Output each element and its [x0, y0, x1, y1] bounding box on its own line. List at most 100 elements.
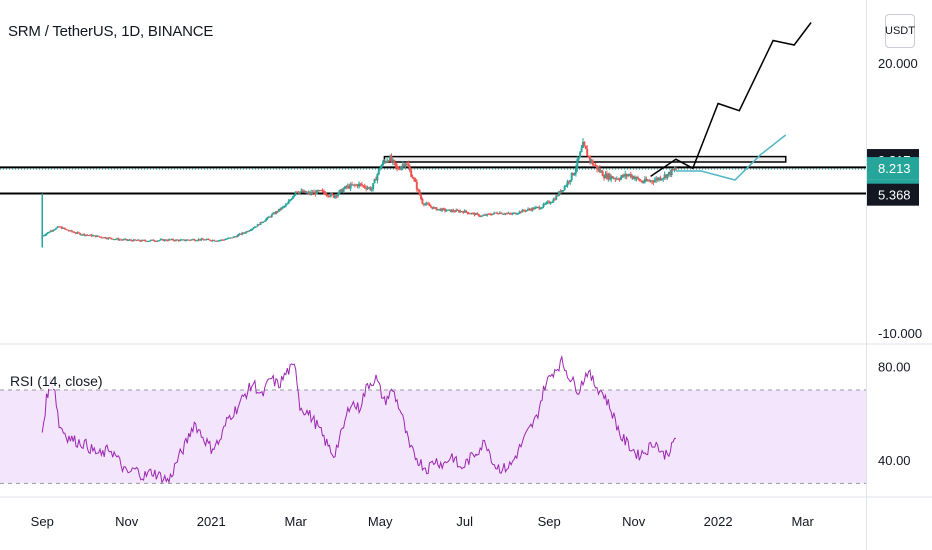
candle	[643, 178, 646, 183]
candle	[648, 180, 651, 182]
candle	[414, 178, 417, 182]
candle	[496, 212, 499, 214]
candle	[310, 192, 313, 194]
candle	[474, 213, 477, 216]
candle	[510, 213, 513, 215]
candle	[351, 184, 354, 186]
candle	[146, 241, 149, 243]
candle	[560, 190, 563, 193]
candle	[415, 181, 418, 190]
candle	[435, 207, 438, 211]
candle	[391, 160, 394, 162]
candle	[284, 204, 287, 207]
candle	[584, 145, 587, 150]
candle	[313, 191, 316, 194]
candle	[483, 214, 486, 216]
rsi-line	[41, 354, 676, 485]
candle	[632, 176, 635, 179]
candle	[194, 240, 197, 242]
candle	[520, 211, 523, 213]
candle	[153, 240, 156, 242]
candle	[481, 215, 484, 217]
candle	[489, 213, 492, 215]
candle	[612, 178, 615, 180]
candle	[469, 213, 472, 215]
chart-title: SRM / TetherUS, 1D, BINANCE	[8, 23, 214, 40]
candle	[553, 199, 556, 201]
candle	[527, 208, 530, 211]
candle	[501, 213, 504, 215]
candle	[117, 238, 120, 241]
candle	[336, 193, 339, 197]
candle	[642, 182, 645, 184]
price-pane[interactable]	[0, 22, 866, 248]
rsi-pane[interactable]	[0, 354, 866, 485]
candle	[149, 240, 152, 242]
candle	[397, 168, 400, 170]
candle	[458, 210, 461, 213]
candle	[259, 222, 262, 225]
candle	[318, 190, 321, 192]
rsi-indicator-label[interactable]: RSI (14, close)	[8, 373, 105, 389]
candle	[598, 168, 601, 172]
candle	[503, 213, 506, 215]
candle	[156, 240, 159, 242]
candle	[118, 239, 121, 241]
candle	[262, 221, 265, 223]
candle	[587, 155, 590, 157]
candle	[658, 177, 661, 181]
candle	[355, 184, 358, 186]
candle	[198, 239, 201, 241]
usdt-button[interactable]: USDT	[885, 14, 915, 48]
candle	[114, 239, 117, 241]
candle	[667, 171, 670, 175]
candle	[51, 230, 54, 232]
candle	[401, 164, 404, 167]
candle	[608, 173, 611, 180]
candle	[186, 239, 189, 241]
candle	[190, 239, 193, 241]
candle	[386, 160, 389, 163]
candle	[601, 171, 604, 177]
candle	[586, 149, 589, 156]
candle	[639, 180, 642, 182]
candle	[631, 176, 634, 178]
candle	[498, 212, 501, 214]
candle	[382, 161, 385, 166]
candle	[207, 239, 210, 241]
candle	[535, 207, 538, 209]
candle	[512, 212, 515, 214]
rsi-tick-label: 40.00	[878, 453, 911, 468]
candle	[500, 212, 503, 214]
time-tick-label: Sep	[31, 514, 54, 529]
candle	[466, 211, 469, 214]
candle	[111, 238, 114, 240]
candle	[531, 207, 534, 211]
candle	[670, 169, 673, 176]
candle	[669, 171, 672, 176]
candle	[191, 239, 194, 241]
price-tick-label: -10.000	[878, 326, 922, 341]
candle	[436, 209, 439, 211]
candle	[225, 238, 228, 240]
candle	[641, 180, 644, 183]
candle	[487, 213, 490, 215]
candle	[618, 179, 621, 181]
candle	[200, 238, 203, 241]
candle	[387, 160, 390, 162]
candle	[177, 239, 180, 241]
candle	[628, 173, 631, 176]
candle	[459, 211, 462, 213]
candle	[635, 177, 638, 179]
candle	[607, 173, 610, 179]
candle	[103, 237, 106, 239]
candle	[659, 177, 662, 180]
candle	[438, 208, 441, 210]
candle	[439, 208, 442, 211]
candle	[441, 208, 444, 211]
candle	[132, 239, 135, 242]
candle	[665, 174, 668, 178]
price-tick-label: 20.000	[878, 56, 918, 71]
time-tick-label: Nov	[622, 514, 646, 529]
